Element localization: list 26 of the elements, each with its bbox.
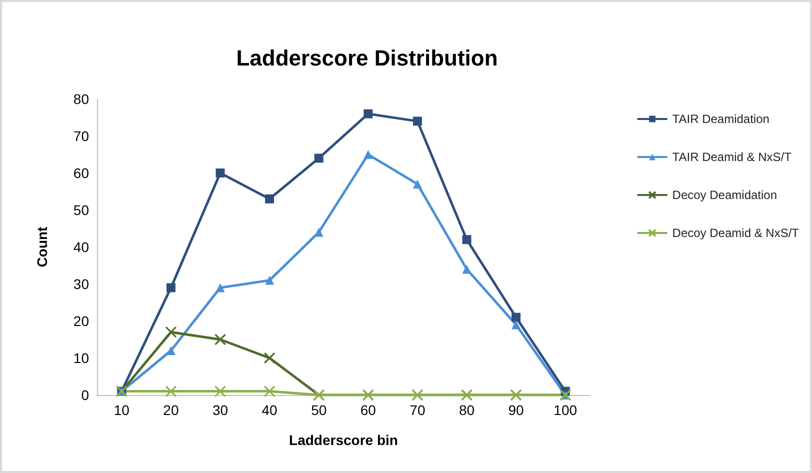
x-tick-label: 20 [163, 402, 179, 418]
x-tick-label: 60 [360, 402, 376, 418]
x-tick-label: 30 [212, 402, 228, 418]
y-tick-label: 70 [73, 128, 90, 144]
x-tick-label: 100 [554, 402, 578, 418]
x-axis-title: Ladderscore bin [289, 432, 398, 448]
legend-label: Decoy Deamidation [672, 188, 778, 202]
y-axis-title: Count [34, 226, 50, 268]
legend-label: TAIR Deamid & NxS/T [672, 150, 792, 164]
x-tick-label: 90 [508, 402, 524, 418]
y-tick-label: 20 [73, 313, 90, 329]
legend-label: Decoy Deamid & NxS/T [672, 226, 800, 240]
y-tick-label: 0 [81, 387, 90, 403]
y-tick-label: 40 [73, 239, 90, 255]
x-tick-label: 40 [262, 402, 278, 418]
legend-label: TAIR Deamidation [672, 112, 770, 126]
y-tick-label: 60 [73, 165, 90, 181]
chart-title: Ladderscore Distribution [236, 46, 498, 70]
x-tick-label: 50 [311, 402, 327, 418]
y-tick-label: 80 [73, 91, 90, 107]
x-tick-label: 80 [458, 402, 475, 418]
x-tick-label: 70 [410, 402, 426, 418]
y-tick-label: 30 [73, 276, 90, 292]
x-tick-label: 10 [114, 402, 130, 418]
y-tick-label: 50 [73, 202, 90, 218]
y-tick-label: 10 [73, 350, 90, 366]
